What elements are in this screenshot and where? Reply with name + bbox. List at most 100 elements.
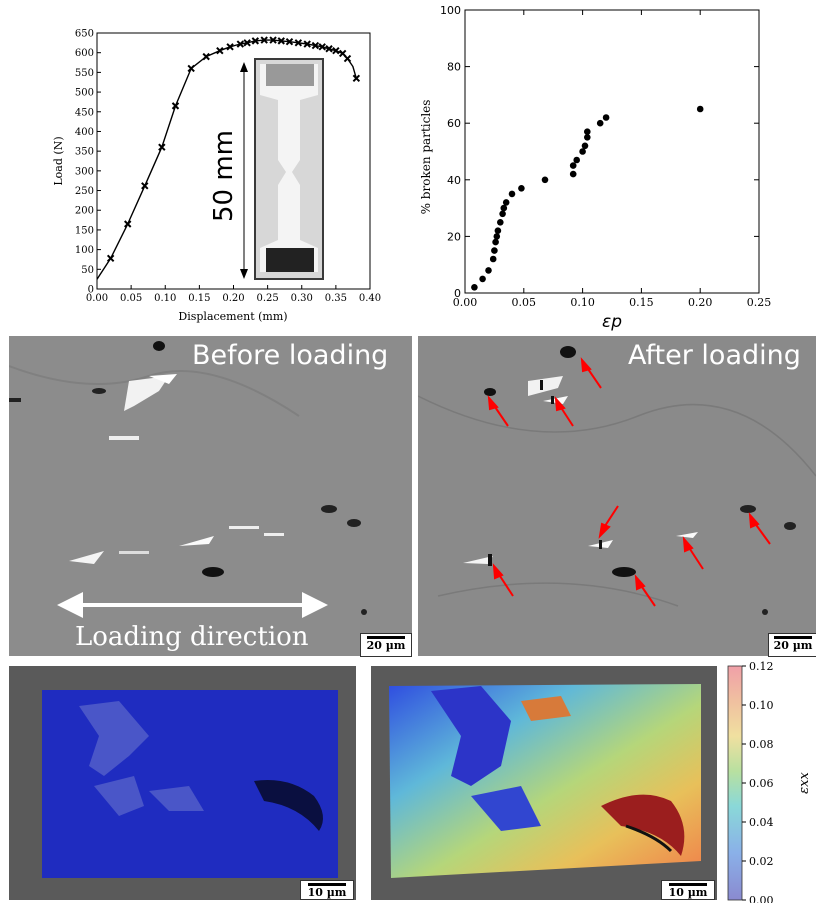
ld-y-tick-label: 450 [75, 107, 94, 118]
bp-plot-frame [464, 9, 760, 294]
specimen-photo [254, 58, 324, 280]
bp-data-point [502, 199, 510, 206]
ld-x-tick-label: 0.10 [154, 293, 176, 304]
bp-data-point [579, 148, 586, 155]
broken-particles-chart: 0 20 40 60 80 100 0.00 0.05 0.10 0.15 0.20 0.25 % … [419, 4, 772, 332]
bp-data-point [471, 284, 478, 291]
colorbar-tick-label: 0.04 [749, 816, 774, 829]
colorbar-tick-label: 0.08 [749, 738, 774, 751]
ld-data-marker [318, 43, 326, 51]
bp-x-tick-label: 0.05 [512, 296, 537, 309]
ld-x-tick-label: 0.30 [291, 293, 313, 304]
ld-y-tick-label: 0 [88, 285, 94, 296]
colorbar-tick-label: 0.12 [749, 660, 774, 673]
ld-data-marker [294, 39, 303, 47]
ld-data-marker [285, 37, 294, 46]
ld-y-tick-label: 600 [75, 48, 94, 59]
specimen-length-label: 50 mm [209, 130, 239, 222]
bp-data-point [491, 247, 498, 254]
bp-data-point [492, 238, 499, 246]
ld-x-tick-label: 0.35 [325, 293, 347, 304]
bp-data-point [479, 275, 486, 283]
red-arrow [687, 545, 704, 570]
colorbar-label: εxx [797, 772, 812, 794]
bp-x-tick-label: 0.00 [453, 296, 478, 309]
ld-plot-frame [96, 32, 371, 290]
ld-data-marker [124, 220, 132, 228]
bp-data-point [485, 267, 492, 274]
ld-data-marker [343, 54, 352, 63]
strain-map-after [371, 666, 717, 900]
bp-data-point [584, 134, 591, 141]
ld-y-tick-label: 150 [75, 225, 94, 236]
ld-data-marker [277, 37, 285, 45]
micrograph-after [418, 336, 816, 656]
colorbar-tick-label: 0.02 [749, 855, 774, 868]
broken-particle-arrows [487, 357, 771, 607]
bp-data-point [489, 255, 497, 263]
ld-data-marker [251, 37, 260, 45]
ld-data-marker [352, 74, 361, 82]
ld-x-tick-label: 0.25 [256, 293, 278, 304]
ld-x-tick-label: 0.40 [359, 293, 381, 304]
strain-colorbar: 0.12 0.10 0.08 0.06 0.04 0.02 0.00 εxx [727, 660, 812, 903]
ld-data-marker [325, 45, 333, 53]
bp-x-tick-label: 0.25 [747, 296, 772, 309]
bp-data-point [569, 162, 577, 169]
bp-data-point [494, 227, 502, 234]
ld-x-tick-label: 0.15 [188, 293, 210, 304]
ld-data-marker [236, 40, 245, 48]
ld-y-tick-label: 250 [75, 186, 94, 197]
bp-data-point [602, 114, 610, 121]
bp-y-tick-label: 20 [447, 230, 461, 243]
ld-y-tick-label: 50 [81, 265, 94, 276]
bp-y-tick-label: 0 [454, 287, 461, 300]
bp-data-point [581, 142, 589, 150]
ld-x-tick-label: 0.05 [120, 293, 142, 304]
ld-y-tick-label: 500 [75, 88, 94, 99]
ld-data-marker [187, 64, 195, 73]
ld-data-marker [303, 40, 311, 48]
ld-data-marker [141, 182, 149, 190]
load-displacement-chart: 050100150200250300350400450500550600650 … [52, 29, 381, 324]
ld-y-axis-label: Load (N) [52, 136, 65, 185]
bp-data-point [497, 219, 504, 226]
bp-y-tick-label: 100 [440, 4, 461, 17]
bp-data-point [596, 119, 604, 127]
ld-data-marker [243, 39, 251, 47]
loading-direction-arrow [57, 592, 328, 618]
bp-y-tick-label: 80 [447, 61, 461, 74]
ld-y-tick-label: 400 [75, 127, 94, 138]
bp-data-point [508, 190, 516, 198]
bp-data-point [493, 233, 501, 240]
ld-data-marker [171, 102, 180, 110]
ld-y-tick-label: 350 [75, 147, 94, 158]
red-arrow [753, 521, 771, 545]
bp-y-axis-label: % broken particles [419, 100, 433, 215]
bp-data-point [573, 156, 580, 164]
ld-data-marker [311, 41, 320, 50]
ld-data-marker [226, 43, 234, 51]
after-loading-label: After loading [628, 340, 801, 371]
ld-y-tick-label: 300 [75, 166, 94, 177]
loading-direction-label: Loading direction [75, 622, 309, 652]
bp-data-point [696, 105, 704, 113]
red-arrow [497, 572, 514, 597]
bp-y-tick-label: 40 [447, 174, 461, 187]
ld-x-tick-label: 0.20 [222, 293, 244, 304]
ld-x-axis-label: Displacement (mm) [178, 310, 287, 323]
bp-data-point [500, 204, 508, 212]
scale-bar-map-left: 10 µm [300, 880, 354, 900]
ld-data-marker [216, 47, 224, 55]
bp-x-tick-label: 0.10 [570, 296, 595, 309]
ld-y-tick-label: 550 [75, 68, 94, 79]
ld-y-tick-label: 200 [75, 206, 94, 217]
colorbar-tick-label: 0.00 [749, 894, 774, 903]
bp-x-axis-label: εp [602, 312, 622, 332]
scale-bar-after: 20 µm [768, 633, 816, 657]
ld-data-marker [260, 36, 268, 44]
bp-data-point [584, 128, 591, 135]
bp-data-point [541, 176, 549, 184]
strain-map-before [9, 666, 356, 900]
bp-x-tick-label: 0.15 [629, 296, 654, 309]
